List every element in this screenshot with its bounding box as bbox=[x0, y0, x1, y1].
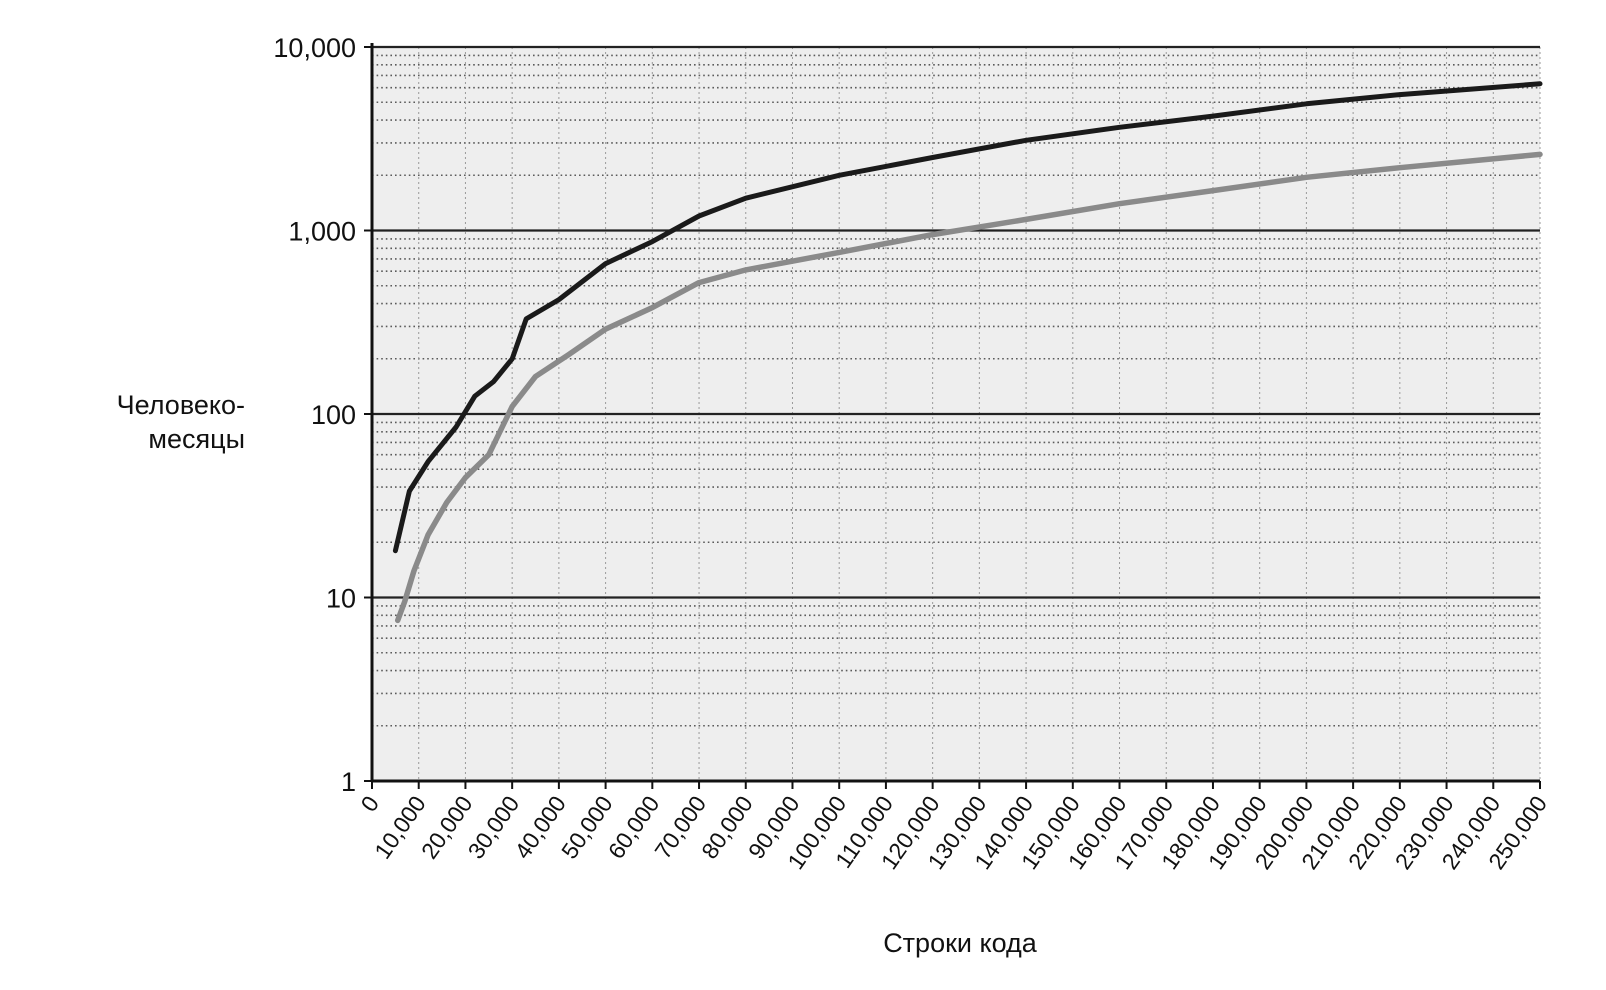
y-axis-title-line: Человеко- bbox=[116, 390, 245, 420]
y-axis-title: Человеко- месяцы bbox=[40, 388, 245, 456]
series-line-2 bbox=[394, 151, 1543, 624]
x-axis-title: Строки кода bbox=[883, 928, 1037, 958]
y-tick-label: 10 bbox=[326, 584, 356, 614]
y-tick-label: 100 bbox=[311, 400, 356, 430]
y-tick-label: 10,000 bbox=[273, 33, 356, 63]
y-axis-title-line: месяцы bbox=[148, 424, 245, 454]
axes-layer bbox=[370, 43, 1540, 783]
series-layer bbox=[392, 81, 1543, 624]
series-line-1 bbox=[392, 81, 1543, 554]
y-tick-label: 1 bbox=[341, 767, 356, 797]
y-tick-label: 1,000 bbox=[288, 217, 356, 247]
x-tick-label: 0 bbox=[355, 791, 384, 816]
